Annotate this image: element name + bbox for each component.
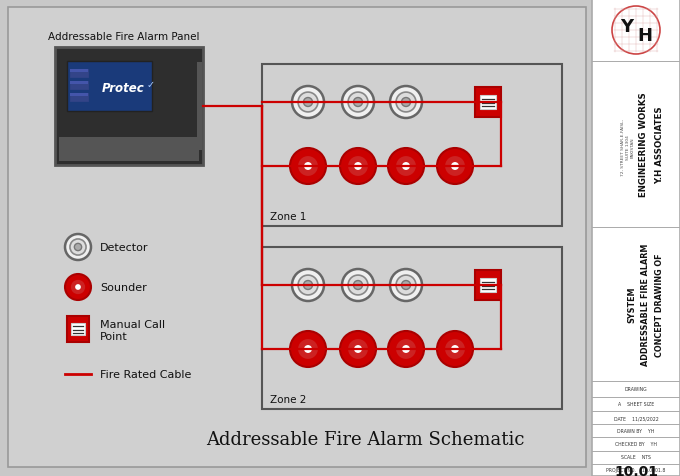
Bar — [71, 324, 84, 335]
Circle shape — [396, 276, 416, 295]
Circle shape — [388, 149, 424, 185]
Circle shape — [402, 163, 410, 170]
Circle shape — [298, 339, 318, 359]
Text: DRAWN BY    YH: DRAWN BY YH — [617, 428, 655, 434]
Text: Protec: Protec — [101, 82, 144, 95]
Circle shape — [70, 239, 86, 256]
FancyBboxPatch shape — [67, 317, 89, 342]
Bar — [70, 70, 88, 78]
FancyBboxPatch shape — [475, 88, 501, 118]
Circle shape — [388, 331, 424, 367]
Circle shape — [437, 149, 473, 185]
Text: Fire Rated Cable: Fire Rated Cable — [100, 369, 191, 379]
Text: ENGINEERING WORKS: ENGINEERING WORKS — [639, 92, 649, 197]
Circle shape — [298, 276, 318, 295]
Text: H: H — [638, 27, 653, 45]
Circle shape — [65, 235, 91, 260]
Circle shape — [348, 157, 368, 177]
Bar — [70, 82, 88, 90]
Circle shape — [292, 87, 324, 119]
Circle shape — [445, 157, 465, 177]
Circle shape — [298, 157, 318, 177]
Text: Y.H ASSOCIATES: Y.H ASSOCIATES — [656, 106, 664, 183]
Circle shape — [340, 149, 376, 185]
Circle shape — [396, 339, 416, 359]
Circle shape — [390, 87, 422, 119]
Circle shape — [304, 345, 312, 353]
Circle shape — [354, 99, 362, 107]
Circle shape — [303, 99, 313, 107]
Bar — [67, 62, 152, 112]
Circle shape — [451, 163, 459, 170]
FancyBboxPatch shape — [55, 48, 203, 166]
Circle shape — [290, 149, 326, 185]
Text: Zone 2: Zone 2 — [270, 394, 307, 404]
Circle shape — [390, 269, 422, 301]
Bar — [262, 248, 562, 409]
Circle shape — [342, 269, 374, 301]
Text: CONCEPT DRAWING OF: CONCEPT DRAWING OF — [656, 253, 664, 356]
Circle shape — [354, 345, 362, 353]
Text: Point: Point — [100, 331, 128, 341]
Circle shape — [445, 339, 465, 359]
Bar — [70, 82, 88, 85]
Text: 72, STREET SHAR-E-FAISL,
SUITE 1304
PAKISTAN: 72, STREET SHAR-E-FAISL, SUITE 1304 PAKI… — [622, 119, 634, 176]
Circle shape — [396, 157, 416, 177]
Text: Addressable Fire Alarm Panel: Addressable Fire Alarm Panel — [48, 32, 200, 42]
Text: Y: Y — [620, 18, 634, 36]
Text: CHECKED BY    YH: CHECKED BY YH — [615, 442, 657, 446]
Circle shape — [396, 93, 416, 113]
Circle shape — [292, 269, 324, 301]
Circle shape — [342, 87, 374, 119]
Circle shape — [402, 345, 410, 353]
Bar — [70, 70, 88, 73]
Circle shape — [401, 281, 411, 290]
Text: Detector: Detector — [100, 242, 148, 252]
Circle shape — [451, 345, 459, 353]
Circle shape — [437, 331, 473, 367]
Bar — [592, 0, 680, 476]
Text: Sounder: Sounder — [100, 282, 147, 292]
Bar — [262, 65, 562, 227]
Bar — [59, 138, 199, 162]
Circle shape — [348, 276, 368, 295]
Text: DRAWING: DRAWING — [625, 387, 647, 392]
Bar — [70, 94, 88, 97]
Text: A    SHEET SIZE: A SHEET SIZE — [618, 402, 654, 407]
Circle shape — [71, 280, 85, 295]
Circle shape — [340, 331, 376, 367]
Text: ✓: ✓ — [147, 80, 155, 90]
Circle shape — [348, 339, 368, 359]
Text: SCALE    NTS: SCALE NTS — [621, 455, 651, 459]
Circle shape — [74, 244, 82, 251]
Circle shape — [354, 163, 362, 170]
Text: PROJECT NO.    10.0001.8: PROJECT NO. 10.0001.8 — [607, 467, 666, 473]
Circle shape — [348, 93, 368, 113]
Bar — [70, 94, 88, 102]
Bar — [480, 96, 496, 109]
Bar — [8, 8, 586, 467]
Circle shape — [298, 93, 318, 113]
Circle shape — [304, 163, 312, 170]
Circle shape — [75, 285, 81, 290]
Bar — [592, 0, 680, 476]
Circle shape — [401, 99, 411, 107]
Bar — [480, 278, 496, 292]
Circle shape — [65, 275, 91, 300]
Text: SYSTEM: SYSTEM — [628, 286, 636, 323]
Text: ADDRESSABLE FIRE ALARM: ADDRESSABLE FIRE ALARM — [641, 243, 651, 366]
Text: Manual Call: Manual Call — [100, 319, 165, 329]
Text: 10.01: 10.01 — [614, 464, 658, 476]
FancyBboxPatch shape — [475, 270, 501, 300]
Circle shape — [354, 281, 362, 290]
Text: Addressable Fire Alarm Schematic: Addressable Fire Alarm Schematic — [206, 430, 524, 448]
Bar — [197, 63, 202, 151]
Text: Zone 1: Zone 1 — [270, 211, 307, 221]
Circle shape — [303, 281, 313, 290]
Text: DATE    11/25/2022: DATE 11/25/2022 — [613, 416, 658, 421]
Circle shape — [290, 331, 326, 367]
